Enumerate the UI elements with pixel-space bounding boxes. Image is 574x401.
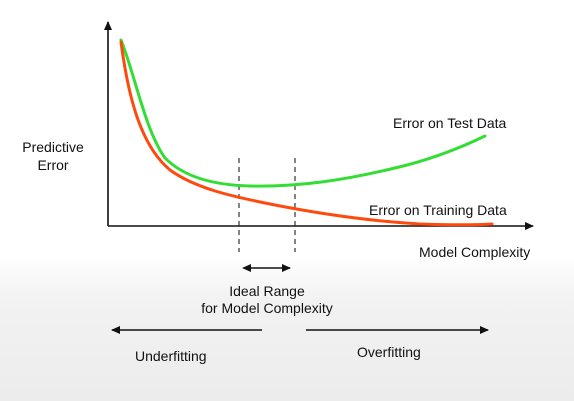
training-error-curve (119, 40, 494, 227)
ideal-range-label-line1: Ideal Range (229, 283, 305, 299)
underfitting-label: Underfitting (135, 348, 207, 364)
test-curve-label: Error on Test Data (393, 115, 507, 131)
ideal-range-label-line2: for Model Complexity (201, 300, 333, 316)
test-error-curve (119, 38, 487, 188)
x-axis-label: Model Complexity (419, 244, 531, 260)
overfitting-label: Overfitting (357, 344, 421, 360)
y-axis-label: Predictive Error (22, 139, 84, 173)
training-curve-label: Error on Training Data (369, 202, 507, 218)
